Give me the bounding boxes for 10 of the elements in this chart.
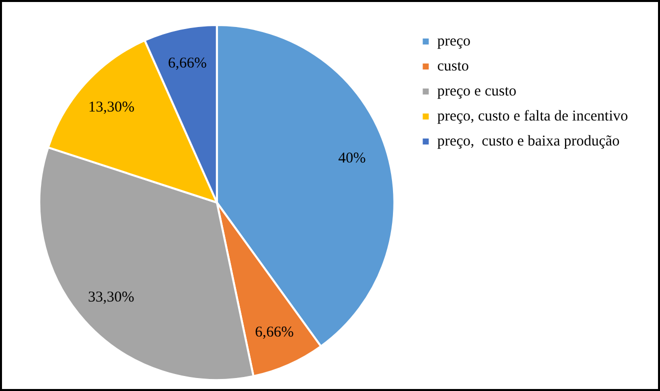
data-label: 33,30% [88, 289, 134, 306]
legend-label: custo [437, 58, 469, 74]
legend-label: preço [437, 33, 471, 50]
legend-label: preço e custo [437, 83, 516, 100]
data-label: 6,66% [255, 324, 294, 340]
legend-label: preço, custo e falta de incentivo [437, 108, 628, 124]
data-label: 40% [338, 150, 366, 167]
legend-label: preço, custo e baixa produção [437, 133, 620, 150]
data-label: 6,66% [168, 56, 207, 72]
data-label: 13,30% [88, 99, 135, 116]
